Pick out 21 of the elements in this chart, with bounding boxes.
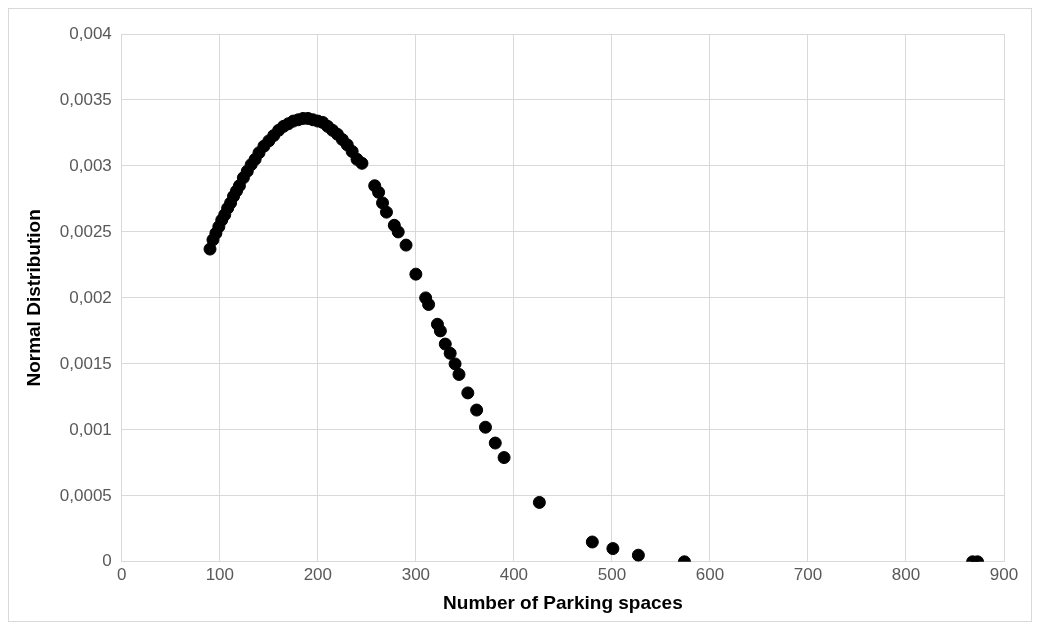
y-tick-label: 0 [102,551,112,571]
x-tick-label: 100 [205,564,235,584]
x-tick-label: 400 [499,564,529,584]
y-tick-label: 0,004 [69,23,112,43]
x-axis-title: Number of Parking spaces [443,591,683,613]
y-tick-label: 0,003 [69,155,112,175]
y-axis-title: Normal Distribution [22,209,44,387]
y-tick-label: 0,0005 [59,485,112,505]
x-tick-label: 800 [891,564,921,584]
y-tick-label: 0,0035 [59,89,112,109]
x-tick-label: 700 [793,564,823,584]
y-tick-label: 0,001 [69,419,112,439]
x-tick-label: 600 [695,564,725,584]
y-tick-label: 0,0015 [59,353,112,373]
y-tick-label: 0,0025 [59,221,112,241]
x-tick-label: 300 [401,564,431,584]
x-tick-label: 900 [989,564,1019,584]
x-tick-label: 0 [117,564,127,584]
x-tick-label: 500 [597,564,627,584]
y-tick-label: 0,002 [69,287,112,307]
x-tick-label: 200 [303,564,333,584]
